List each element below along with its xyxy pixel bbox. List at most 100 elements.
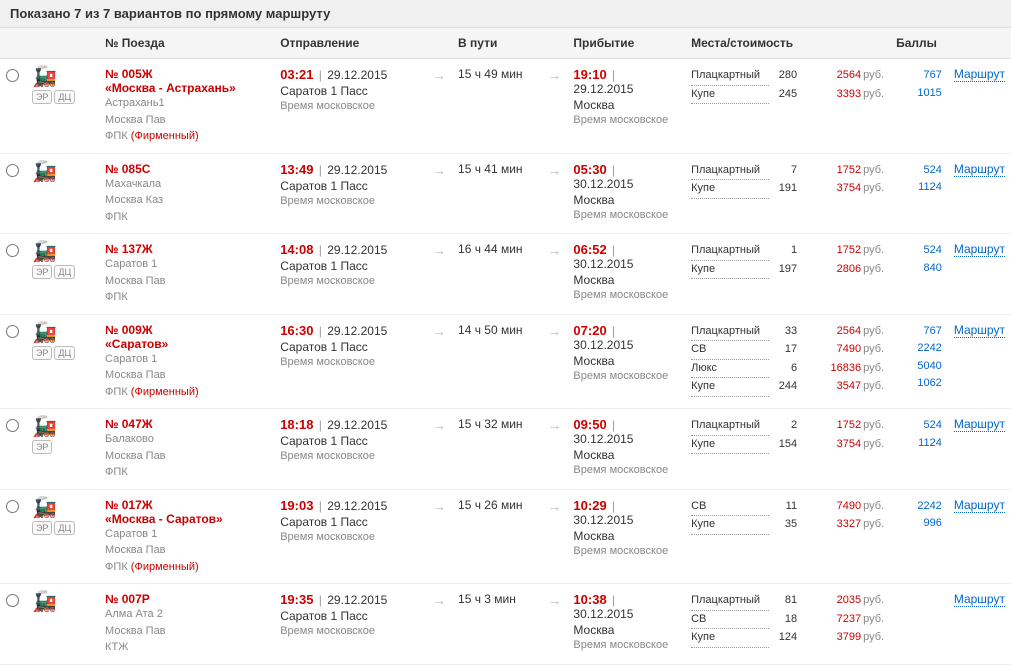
- select-train-radio[interactable]: [6, 69, 19, 82]
- duration: 15 ч 32 мин: [458, 417, 535, 431]
- time-note: Время московское: [280, 195, 420, 207]
- duration: 15 ч 41 мин: [458, 162, 535, 176]
- train-number[interactable]: № 009Ж: [105, 323, 268, 337]
- seat-row[interactable]: Купе2443547 руб.: [691, 378, 884, 397]
- seat-row[interactable]: СВ117490 руб.: [691, 498, 884, 517]
- select-train-radio[interactable]: [6, 500, 19, 513]
- currency-label: руб.: [861, 162, 884, 180]
- route-link[interactable]: Маршрут: [954, 67, 1005, 82]
- arrow-icon: →: [547, 67, 561, 83]
- currency-label: руб.: [861, 498, 884, 516]
- currency-label: руб.: [861, 242, 884, 260]
- currency-label: руб.: [861, 67, 884, 85]
- select-train-radio[interactable]: [6, 244, 19, 257]
- points-value: 2242: [896, 498, 942, 516]
- route-link[interactable]: Маршрут: [954, 417, 1005, 432]
- badge-er: ЭР: [32, 346, 52, 360]
- col-seats: Места/стоимость: [685, 28, 890, 59]
- select-train-radio[interactable]: [6, 419, 19, 432]
- currency-label: руб.: [861, 611, 884, 629]
- select-train-radio[interactable]: [6, 594, 19, 607]
- train-to: Москва Каз: [105, 192, 268, 209]
- seat-type: СВ: [691, 341, 769, 360]
- points-value: 5040: [896, 358, 942, 376]
- time-note: Время московское: [573, 114, 679, 126]
- route-link[interactable]: Маршрут: [954, 162, 1005, 177]
- time-note: Время московское: [573, 289, 679, 301]
- seat-row[interactable]: Купе1913754 руб.: [691, 180, 884, 199]
- train-number[interactable]: № 017Ж: [105, 498, 268, 512]
- seat-row[interactable]: Купе1543754 руб.: [691, 436, 884, 455]
- seat-row[interactable]: Плацкартный332564 руб.: [691, 323, 884, 342]
- results-header: Показано 7 из 7 вариантов по прямому мар…: [0, 0, 1011, 27]
- train-number[interactable]: № 085С: [105, 162, 268, 176]
- train-row: 🚂ЭР№ 047ЖБалаковоМосква ПавФПК18:18 | 29…: [0, 409, 1011, 490]
- time-note: Время московское: [573, 464, 679, 476]
- seat-row[interactable]: Купе1243799 руб.: [691, 629, 884, 648]
- seat-row[interactable]: Купе353327 руб.: [691, 516, 884, 535]
- seat-price: 2806: [797, 261, 861, 279]
- select-train-radio[interactable]: [6, 164, 19, 177]
- train-icon: 🚂: [32, 417, 57, 437]
- time-note: Время московское: [280, 356, 420, 368]
- badge-er: ЭР: [32, 90, 52, 104]
- duration: 15 ч 3 мин: [458, 592, 535, 606]
- train-carrier: ФПК (Фирменный): [105, 559, 268, 576]
- seat-row[interactable]: СВ177490 руб.: [691, 341, 884, 360]
- seat-count: 81: [769, 592, 797, 610]
- train-icon: 🚂: [32, 242, 77, 262]
- arrival-station: Москва: [573, 623, 679, 637]
- seat-row[interactable]: Плацкартный21752 руб.: [691, 417, 884, 436]
- train-row: 🚂ЭРДЦ№ 017Ж«Москва - Саратов»Саратов 1Мо…: [0, 489, 1011, 584]
- time-note: Время московское: [280, 275, 420, 287]
- seat-row[interactable]: СВ187237 руб.: [691, 611, 884, 630]
- train-number[interactable]: № 005Ж: [105, 67, 268, 81]
- seat-row[interactable]: Купе2453393 руб.: [691, 86, 884, 105]
- route-link[interactable]: Маршрут: [954, 242, 1005, 257]
- duration: 16 ч 44 мин: [458, 242, 535, 256]
- seat-row[interactable]: Плацкартный812035 руб.: [691, 592, 884, 611]
- train-row: 🚂№ 085СМахачкалаМосква КазФПК13:49 | 29.…: [0, 153, 1011, 234]
- seat-type: Плацкартный: [691, 323, 769, 342]
- arrow-icon: →: [432, 242, 446, 258]
- seat-row[interactable]: Купе1972806 руб.: [691, 261, 884, 280]
- arrow-icon: →: [547, 498, 561, 514]
- train-number[interactable]: № 007Р: [105, 592, 268, 606]
- duration: 15 ч 49 мин: [458, 67, 535, 81]
- arrow-icon: →: [432, 162, 446, 178]
- train-icon: 🚂: [32, 592, 57, 612]
- arrival-date: 30.12.2015: [573, 432, 633, 446]
- departure-time: 19:35: [280, 592, 313, 607]
- seat-row[interactable]: Плацкартный11752 руб.: [691, 242, 884, 261]
- seat-row[interactable]: Люкс616836 руб.: [691, 360, 884, 379]
- route-link[interactable]: Маршрут: [954, 498, 1005, 513]
- train-row: 🚂ЭРДЦ№ 009Ж«Саратов»Саратов 1Москва ПавФ…: [0, 314, 1011, 409]
- route-link[interactable]: Маршрут: [954, 592, 1005, 607]
- train-icon: 🚂: [32, 498, 77, 518]
- arrow-icon: →: [432, 67, 446, 83]
- route-link[interactable]: Маршрут: [954, 323, 1005, 338]
- time-note: Время московское: [573, 545, 679, 557]
- departure-time: 19:03: [280, 498, 313, 513]
- arrival-time: 07:20: [573, 323, 606, 338]
- train-number[interactable]: № 047Ж: [105, 417, 268, 431]
- seat-price: 3327: [797, 516, 861, 534]
- col-departure: Отправление: [274, 28, 426, 59]
- seat-count: 7: [769, 162, 797, 180]
- departure-date: 29.12.2015: [327, 324, 387, 338]
- col-icon: [26, 28, 99, 59]
- train-to: Москва Пав: [105, 273, 268, 290]
- train-from: Алма Ата 2: [105, 606, 268, 623]
- arrival-date: 30.12.2015: [573, 177, 633, 191]
- seat-row[interactable]: Плацкартный2802564 руб.: [691, 67, 884, 86]
- badge-er: ЭР: [32, 440, 52, 454]
- train-number[interactable]: № 137Ж: [105, 242, 268, 256]
- currency-label: руб.: [861, 378, 884, 396]
- arrow-icon: →: [432, 323, 446, 339]
- col-arrival: Прибытие: [567, 28, 685, 59]
- train-to: Москва Пав: [105, 542, 268, 559]
- select-train-radio[interactable]: [6, 325, 19, 338]
- seat-row[interactable]: Плацкартный71752 руб.: [691, 162, 884, 181]
- seat-type: СВ: [691, 498, 769, 517]
- seat-price: 2035: [797, 592, 861, 610]
